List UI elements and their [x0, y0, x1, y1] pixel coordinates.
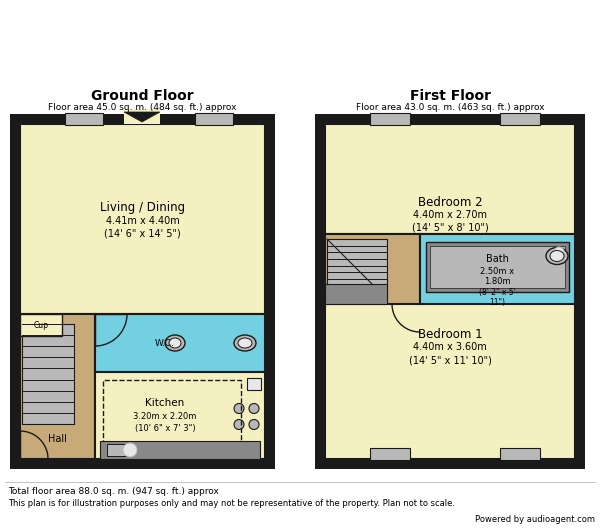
Text: Bedroom 1: Bedroom 1 [418, 328, 482, 341]
Text: 4.40m x 2.70m: 4.40m x 2.70m [413, 210, 487, 220]
Circle shape [249, 419, 259, 430]
Bar [370, 448, 410, 460]
Bar [10, 114, 275, 469]
Text: 4.41m x 4.40m: 4.41m x 4.40m [106, 216, 179, 226]
Text: 2.50m x: 2.50m x [481, 267, 515, 276]
Bar [325, 124, 575, 304]
Bar [100, 441, 260, 459]
Text: Floor area 45.0 sq. m. (484 sq. ft.) approx: Floor area 45.0 sq. m. (484 sq. ft.) app… [48, 104, 237, 113]
Ellipse shape [546, 248, 568, 264]
Circle shape [234, 419, 244, 430]
Bar [325, 234, 575, 459]
Text: (14' 5" x 11' 10"): (14' 5" x 11' 10") [409, 355, 491, 366]
Text: Kitchen: Kitchen [145, 398, 185, 408]
Text: (14' 6" x 14' 5"): (14' 6" x 14' 5") [104, 228, 181, 238]
Text: Bedroom 2: Bedroom 2 [418, 196, 482, 208]
Text: First Floor: First Floor [409, 89, 491, 103]
Ellipse shape [165, 335, 185, 351]
Text: Hall: Hall [48, 434, 67, 444]
Text: Living / Dining: Living / Dining [100, 200, 185, 214]
Bar [420, 234, 575, 304]
Bar [124, 109, 160, 124]
Text: (14' 5" x 8' 10"): (14' 5" x 8' 10") [412, 223, 488, 233]
Bar [20, 124, 265, 314]
Bar [20, 314, 95, 459]
Ellipse shape [550, 251, 564, 261]
Bar [315, 114, 585, 469]
Text: 1.80m: 1.80m [484, 278, 511, 287]
Ellipse shape [234, 335, 256, 351]
Bar [247, 378, 261, 390]
Text: Ground Floor: Ground Floor [91, 89, 194, 103]
Bar [22, 324, 74, 424]
Bar [325, 234, 420, 304]
Bar [107, 444, 129, 456]
Bar [103, 380, 241, 449]
Text: (8' 2" x 5': (8' 2" x 5' [479, 288, 516, 297]
Bar [325, 284, 387, 304]
Circle shape [123, 443, 137, 457]
Ellipse shape [169, 338, 181, 348]
Bar [500, 448, 540, 460]
Circle shape [234, 404, 244, 414]
Text: 3.20m x 2.20m: 3.20m x 2.20m [133, 412, 197, 421]
Text: Powered by audioagent.com: Powered by audioagent.com [475, 515, 595, 524]
Text: Cup: Cup [34, 321, 49, 330]
Text: W.C.: W.C. [155, 339, 175, 348]
Bar [370, 113, 410, 125]
Bar [95, 314, 265, 372]
Bar [20, 314, 62, 336]
Bar [430, 246, 565, 288]
Text: Total floor area 88.0 sq. m. (947 sq. ft.) approx: Total floor area 88.0 sq. m. (947 sq. ft… [8, 487, 219, 496]
Bar [327, 239, 387, 299]
Bar [65, 113, 103, 125]
Text: Floor area 43.0 sq. m. (463 sq. ft.) approx: Floor area 43.0 sq. m. (463 sq. ft.) app… [356, 104, 544, 113]
Bar [426, 242, 569, 292]
Text: Bath: Bath [486, 254, 509, 264]
Circle shape [554, 247, 564, 257]
Bar [195, 113, 233, 125]
Circle shape [249, 404, 259, 414]
Text: 4.40m x 3.60m: 4.40m x 3.60m [413, 342, 487, 352]
Bar [95, 372, 265, 459]
Bar [500, 113, 540, 125]
Text: (10' 6" x 7' 3"): (10' 6" x 7' 3") [134, 424, 196, 433]
Text: This plan is for illustration purposes only and may not be representative of the: This plan is for illustration purposes o… [8, 499, 455, 508]
Text: 11"): 11") [490, 298, 505, 307]
Polygon shape [124, 112, 160, 122]
Ellipse shape [238, 338, 252, 348]
